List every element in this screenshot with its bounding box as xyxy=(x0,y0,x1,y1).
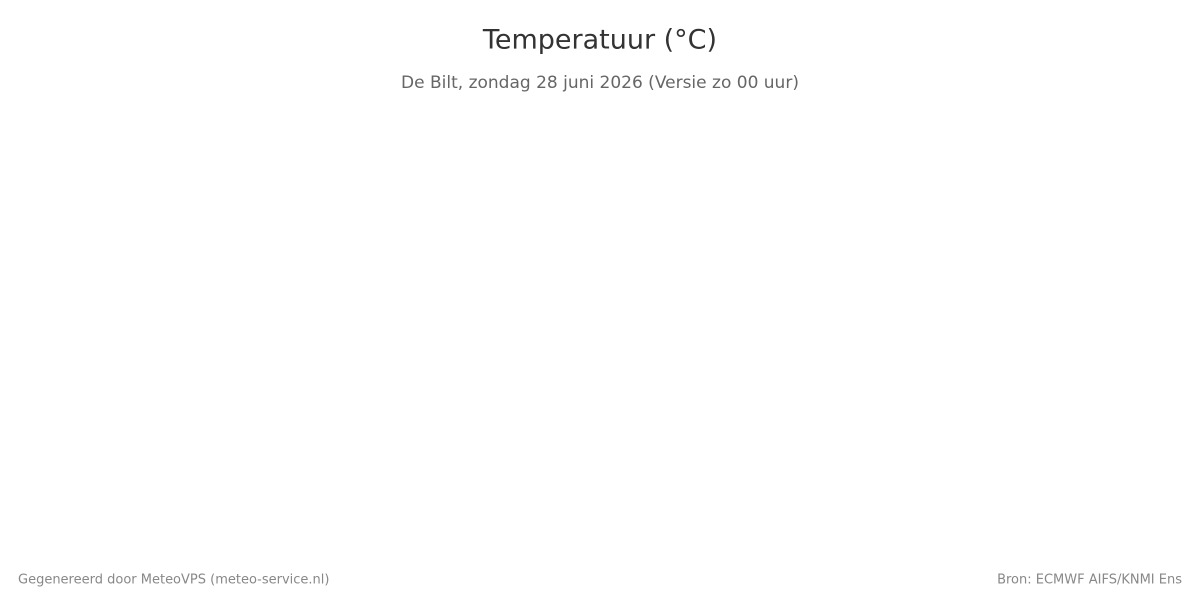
footer-right: Bron: ECMWF AIFS/KNMI Ens xyxy=(997,573,1182,588)
footer-left: Gegenereerd door MeteoVPS (meteo-service… xyxy=(18,573,329,588)
chart-title: Temperatuur (°C) xyxy=(482,25,717,56)
chart-subtitle: De Bilt, zondag 28 juni 2026 (Versie zo … xyxy=(401,73,799,93)
